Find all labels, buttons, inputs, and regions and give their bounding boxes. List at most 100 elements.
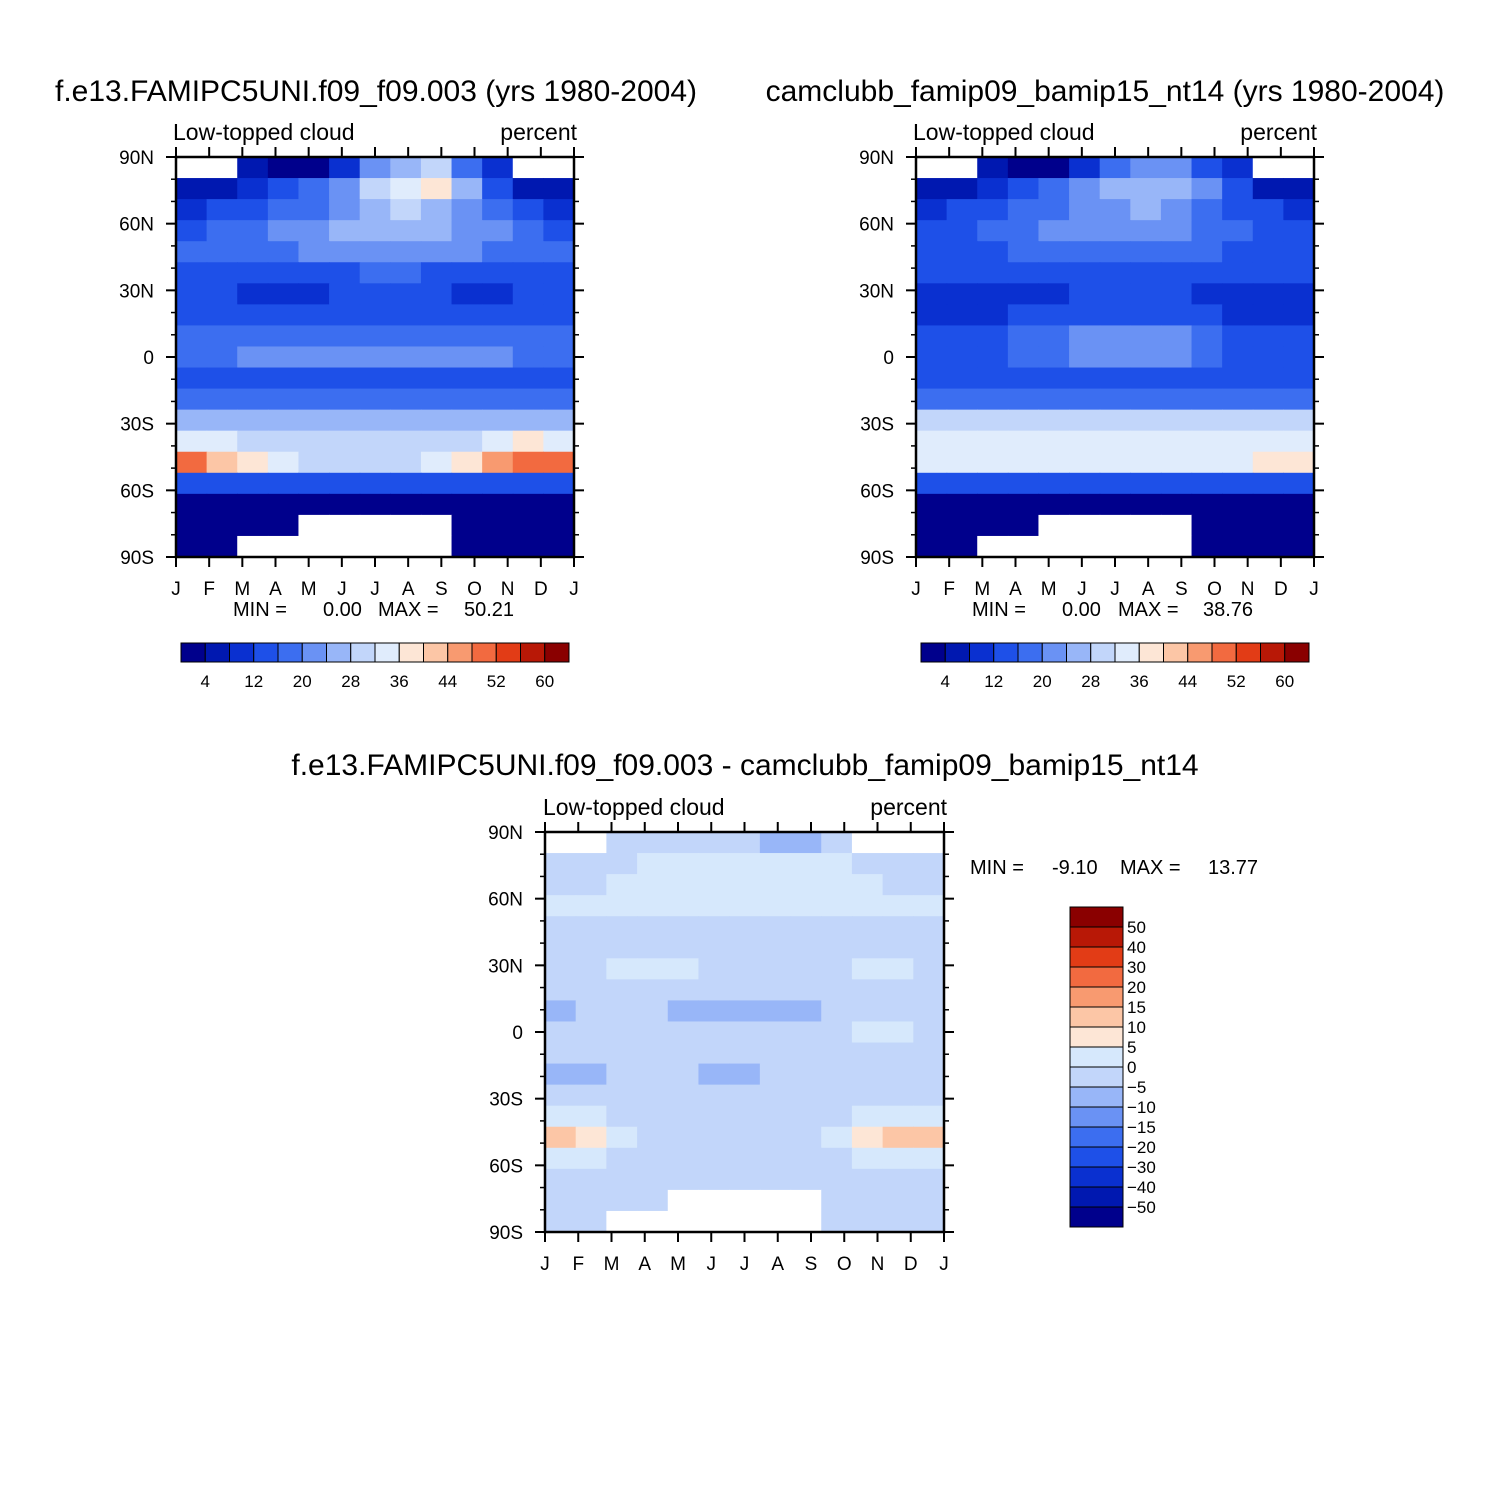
p2-xtick-label: F — [943, 579, 955, 600]
p1-cell — [390, 199, 422, 221]
p1-cell — [329, 493, 361, 516]
p3-cell — [667, 937, 700, 959]
p1-cell — [420, 304, 453, 327]
p1-cell — [237, 157, 269, 179]
p3-cell — [882, 874, 914, 896]
p1-cell — [206, 409, 238, 432]
p3-cell — [545, 979, 577, 1002]
p3-cell — [790, 1084, 822, 1107]
p3-colorbar-label: −15 — [1127, 1118, 1156, 1137]
p2-cell — [1283, 451, 1315, 474]
p1-cell — [359, 304, 391, 327]
p2-cell — [916, 451, 948, 474]
p3-colorbar-box — [1069, 1066, 1124, 1088]
p2-cell — [1069, 451, 1101, 474]
p1-cell — [237, 493, 269, 516]
p1-colorbar-box — [423, 642, 449, 663]
p3-cell — [729, 1000, 761, 1023]
p3-xtick-label: A — [638, 1254, 651, 1275]
p1-cell — [390, 367, 422, 390]
p2-cell — [1222, 304, 1254, 327]
p3-colorbar-box — [1069, 966, 1124, 988]
p2-cell — [1038, 535, 1070, 558]
p1-cell — [451, 241, 483, 263]
p2-colorbar-label: 20 — [1033, 672, 1052, 691]
p2-left-label: Low-topped cloud — [913, 119, 1095, 145]
p2-cell — [946, 199, 978, 221]
p2-cell — [1252, 472, 1284, 495]
p2-cell — [1191, 451, 1223, 474]
p1-cell — [451, 493, 483, 516]
p3-cell — [637, 979, 669, 1002]
p3-cell — [882, 958, 914, 980]
p1-cell — [390, 472, 422, 495]
p2-cell — [1283, 514, 1315, 537]
p3-cell — [821, 1210, 853, 1233]
p1-cell — [420, 178, 453, 200]
p2-cell — [1007, 283, 1040, 305]
p1-xtick-label: O — [467, 579, 482, 600]
p2-xtick-label: A — [1009, 579, 1022, 600]
p2-cell — [916, 262, 948, 284]
p2-cell — [1007, 493, 1040, 516]
p2-cell — [1252, 241, 1284, 263]
p1-cell — [237, 220, 269, 242]
p2-cell — [977, 367, 1009, 390]
p3-xtick-label: J — [740, 1254, 750, 1275]
p1-cell — [512, 535, 544, 558]
p2-cell — [1252, 262, 1284, 284]
p3-cell — [882, 1168, 914, 1191]
p3-cell — [790, 979, 822, 1002]
p2-colorbar: 4 12 20 28 36 44 52 60 — [920, 642, 1310, 691]
p3-cell — [821, 1126, 853, 1149]
p3-cell — [667, 1168, 700, 1191]
p1-cell — [482, 178, 514, 200]
p1-cell — [206, 367, 238, 390]
p3-colorbar-label: 50 — [1127, 918, 1146, 937]
p3-cell — [637, 853, 669, 875]
p1-cell — [359, 199, 391, 221]
p3-cell — [637, 1210, 669, 1233]
p2-cell — [916, 409, 948, 432]
p2-cell — [946, 220, 978, 242]
p1-cell — [359, 472, 391, 495]
p2-cell — [1252, 535, 1284, 558]
p2-cell — [1222, 241, 1254, 263]
p2-cell — [1191, 493, 1223, 516]
p3-cell — [667, 853, 700, 875]
p1-cell — [176, 388, 208, 411]
p2-cell — [1252, 409, 1284, 432]
p2-cell — [916, 535, 948, 558]
p1-ytick-label: 0 — [143, 348, 154, 369]
p3-cell — [698, 1105, 730, 1128]
p3-cell — [637, 874, 669, 896]
p2-cell — [1099, 409, 1131, 432]
p2-xtick-label: S — [1175, 579, 1188, 600]
p3-cell — [637, 1126, 669, 1149]
p2-cell — [1283, 178, 1315, 200]
p3-cell — [667, 916, 700, 938]
p2-max-label: MAX = — [1118, 599, 1179, 621]
p2-cell — [1160, 262, 1193, 284]
p3-cell — [729, 1105, 761, 1128]
p2-cell — [1038, 262, 1070, 284]
p3-cell — [606, 1189, 638, 1212]
p3-cell — [698, 1042, 730, 1065]
p3-cell — [729, 958, 761, 980]
p1-cell — [298, 178, 330, 200]
p1-cell — [420, 472, 453, 495]
p1-colorbar-box — [447, 642, 473, 663]
p2-cell — [1038, 367, 1070, 390]
p3-cell — [882, 1042, 914, 1065]
p3-cell — [575, 1042, 607, 1065]
p1-cell — [298, 220, 330, 242]
p2-cell — [916, 367, 948, 390]
p3-cell — [851, 1168, 884, 1191]
p3-colorbar-box — [1069, 906, 1124, 928]
p2-cell — [1222, 199, 1254, 221]
p3-cell — [913, 937, 945, 959]
p2-cell — [1191, 178, 1223, 200]
p3-cell — [913, 958, 945, 980]
p2-cell — [1222, 346, 1254, 369]
p2-cell — [1191, 199, 1223, 221]
